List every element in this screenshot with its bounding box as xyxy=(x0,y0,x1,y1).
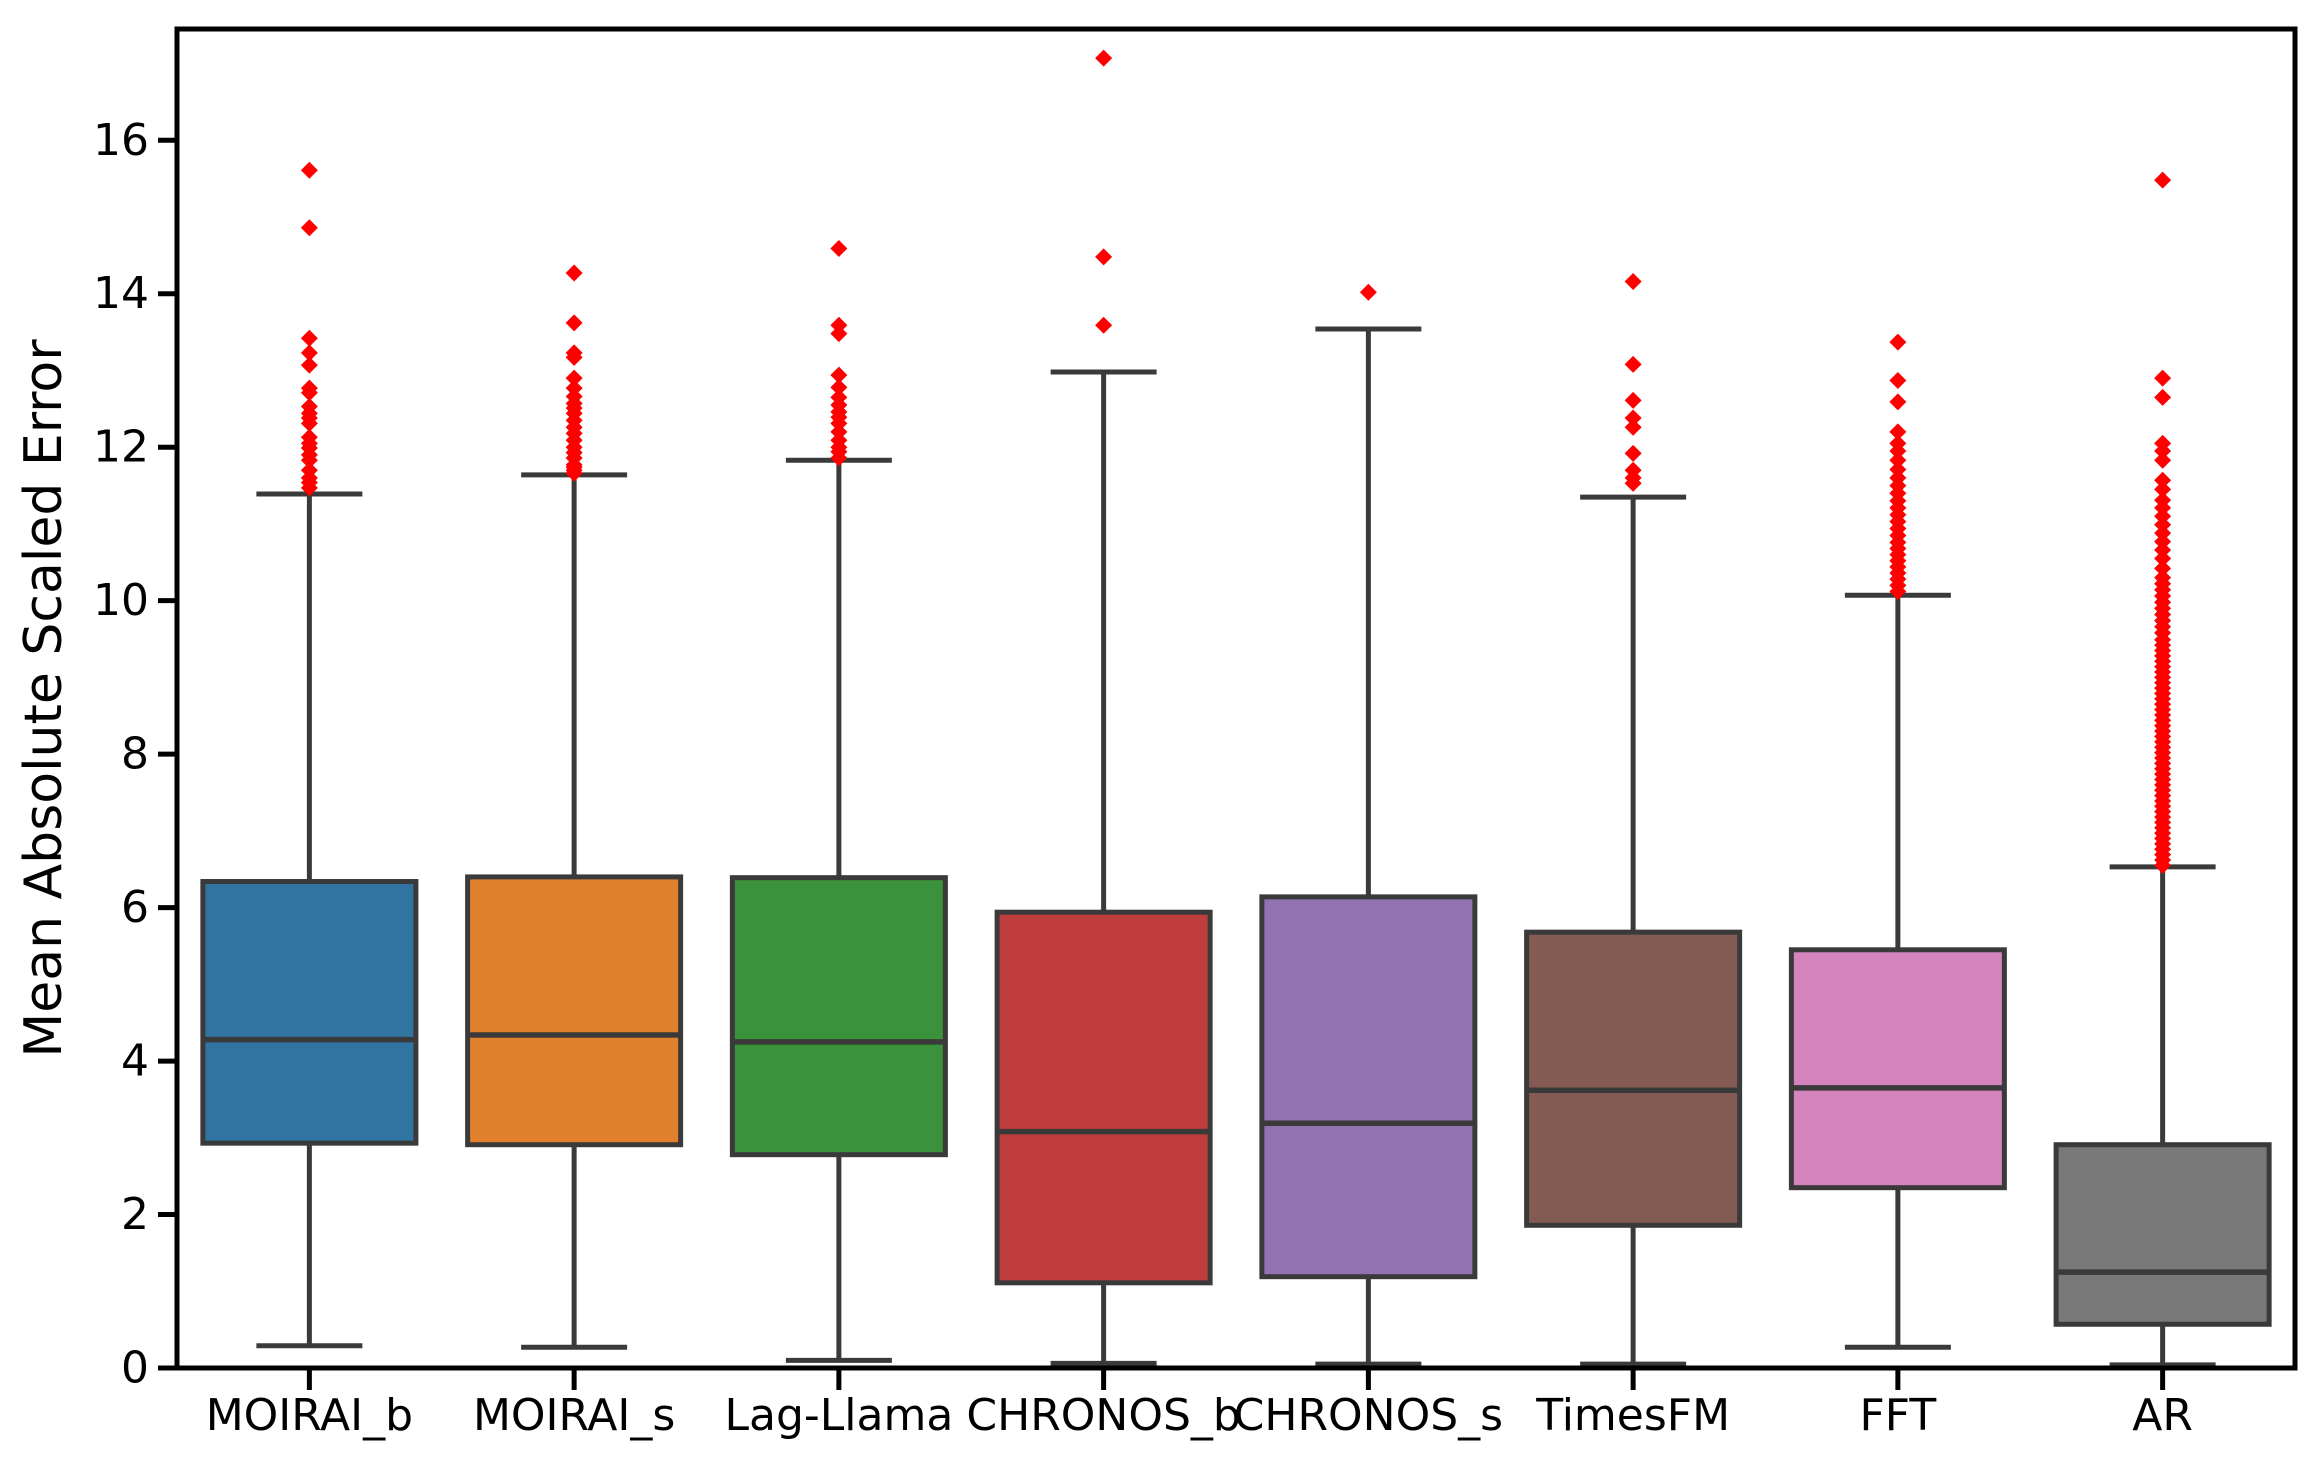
outlier-point xyxy=(830,239,848,257)
box-group-MOIRAI_s xyxy=(465,264,684,1350)
outlier-point xyxy=(1624,391,1642,409)
x-tick-label: MOIRAI_b xyxy=(206,1390,413,1441)
iqr-box xyxy=(729,875,948,1158)
outlier-point xyxy=(2154,569,2172,587)
box-group-AR xyxy=(2053,171,2272,1368)
box-group-TimesFM xyxy=(1524,272,1743,1367)
outlier-point xyxy=(565,344,583,362)
outlier-point xyxy=(1889,333,1907,351)
outlier-point xyxy=(830,366,848,384)
y-tick-label: 0 xyxy=(121,1343,149,1394)
outlier-point xyxy=(1889,423,1907,441)
y-tick-label: 14 xyxy=(93,268,149,319)
outlier-point xyxy=(1889,451,1907,469)
outlier-point xyxy=(2154,369,2172,387)
y-axis-label: Mean Absolute Scaled Error xyxy=(14,339,74,1058)
outlier-point xyxy=(1624,418,1642,436)
box-group-CHRONOS_b xyxy=(994,49,1213,1366)
outlier-point xyxy=(300,398,318,416)
x-tick-label: CHRONOS_b xyxy=(966,1390,1240,1441)
box-group-Lag-Llama xyxy=(729,239,948,1363)
outlier-point xyxy=(1624,355,1642,373)
outlier-point xyxy=(830,316,848,334)
outlier-point xyxy=(1624,272,1642,290)
outlier-point xyxy=(300,161,318,179)
outlier-point xyxy=(1624,409,1642,427)
outlier-point xyxy=(830,388,848,406)
outlier-point xyxy=(1889,393,1907,411)
iqr-box xyxy=(200,879,419,1146)
y-tick-label: 4 xyxy=(121,1036,149,1087)
iqr-box xyxy=(1788,947,2007,1191)
x-tick-label: MOIRAI_s xyxy=(473,1390,675,1441)
outlier-point xyxy=(2154,171,2172,189)
iqr-box xyxy=(2053,1142,2272,1327)
outlier-point xyxy=(300,428,318,446)
box-group-CHRONOS_s xyxy=(1259,283,1478,1367)
x-tick-label: FFT xyxy=(1860,1390,1937,1441)
x-tick-label: TimesFM xyxy=(1535,1390,1730,1441)
y-tick-label: 16 xyxy=(93,115,149,166)
outlier-point xyxy=(1095,248,1113,266)
outlier-point xyxy=(1095,49,1113,67)
y-tick-label: 10 xyxy=(93,575,149,626)
iqr-box xyxy=(994,909,1213,1286)
y-tick-label: 6 xyxy=(121,882,149,933)
outlier-point xyxy=(300,219,318,237)
y-tick-label: 2 xyxy=(121,1189,149,1240)
outlier-point xyxy=(830,378,848,396)
y-tick-label: 8 xyxy=(121,729,149,780)
x-tick-label: Lag-Llama xyxy=(724,1390,953,1441)
outlier-point xyxy=(300,329,318,347)
outlier-point xyxy=(300,461,318,479)
outlier-point xyxy=(2154,559,2172,577)
outlier-point xyxy=(565,264,583,282)
outlier-point xyxy=(2154,434,2172,452)
iqr-box xyxy=(1259,894,1478,1280)
outlier-point xyxy=(2154,388,2172,406)
outlier-point xyxy=(2154,491,2172,509)
outlier-point xyxy=(300,379,318,397)
outlier-point xyxy=(1624,444,1642,462)
outlier-point xyxy=(300,344,318,362)
x-tick-label: AR xyxy=(2132,1390,2193,1441)
outlier-point xyxy=(1889,434,1907,452)
outlier-point xyxy=(565,314,583,332)
outlier-point xyxy=(565,369,583,387)
y-tick-label: 12 xyxy=(93,422,149,473)
outlier-point xyxy=(300,356,318,374)
outlier-point xyxy=(2154,451,2172,469)
outlier-point xyxy=(1624,461,1642,479)
outlier-point xyxy=(565,379,583,397)
axes-spines xyxy=(174,26,2298,1371)
box-group-FFT xyxy=(1788,333,2007,1350)
outlier-point xyxy=(1889,371,1907,389)
box-group-MOIRAI_b xyxy=(200,161,419,1349)
outlier-point xyxy=(1095,316,1113,334)
outlier-point xyxy=(1889,460,1907,478)
outlier-point xyxy=(1359,283,1377,301)
outlier-point xyxy=(2154,480,2172,498)
x-tick-label: CHRONOS_s xyxy=(1234,1390,1503,1441)
iqr-box xyxy=(465,874,684,1148)
iqr-box xyxy=(1524,929,1743,1228)
outlier-point xyxy=(2154,471,2172,489)
